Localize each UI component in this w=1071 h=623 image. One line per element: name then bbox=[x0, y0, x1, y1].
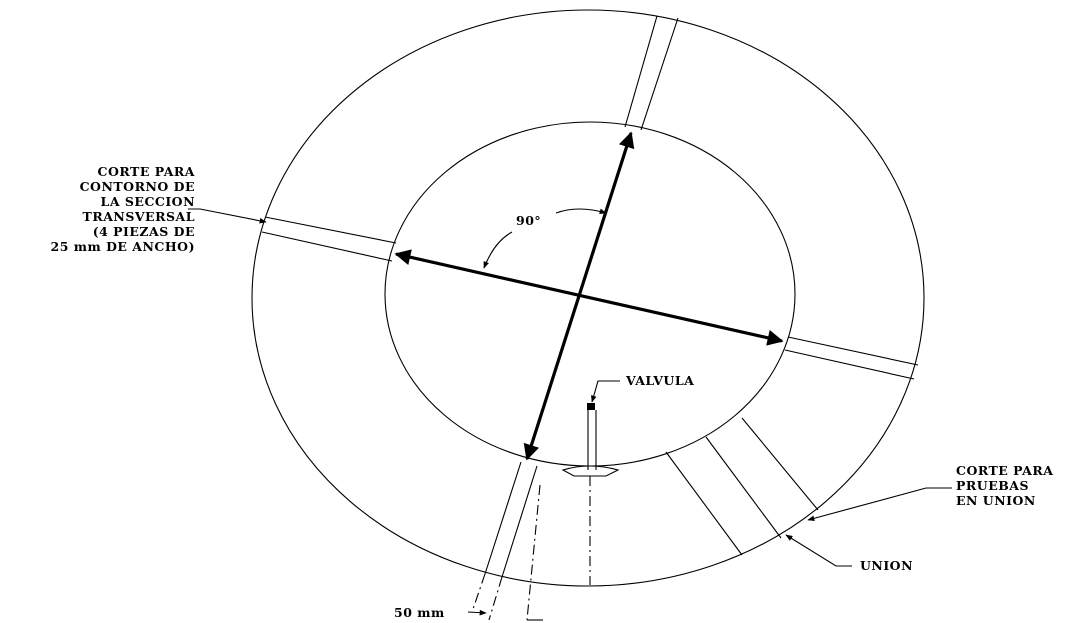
note-line-6: 25 mm DE ANCHO) bbox=[51, 239, 195, 254]
union-test-cut-lines bbox=[665, 417, 819, 556]
union-note-line-1: CORTE PARA bbox=[956, 463, 1053, 478]
horizontal-diameter-arrow bbox=[394, 249, 784, 346]
note-line-1: CORTE PARA bbox=[98, 164, 195, 179]
valve-leader bbox=[591, 380, 620, 403]
note-line-5: (4 PIEZAS DE bbox=[93, 224, 195, 239]
union-leader bbox=[785, 534, 852, 567]
inner-tire-contour bbox=[384, 121, 796, 467]
note-line-2: CONTORNO DE bbox=[80, 179, 195, 194]
width-extension-mid bbox=[526, 484, 541, 621]
top-cut-strip bbox=[624, 15, 679, 131]
union-test-cut-leader bbox=[807, 487, 952, 522]
left-cut-strip bbox=[261, 216, 397, 262]
width-label: 50 mm bbox=[394, 605, 445, 620]
union-note-line-2: PRUEBAS bbox=[956, 478, 1029, 493]
note-line-3: LA SECCION bbox=[101, 194, 195, 209]
union-test-cut-note: CORTE PARA PRUEBAS EN UNION bbox=[956, 463, 1053, 508]
width-extension-left bbox=[471, 573, 486, 613]
cross-section-cut-leader bbox=[188, 208, 267, 224]
union-note-line-3: EN UNION bbox=[956, 493, 1036, 508]
valve-label: VALVULA bbox=[625, 373, 694, 388]
width-dimension-arrow bbox=[467, 609, 487, 616]
note-line-4: TRANSVERSAL bbox=[83, 209, 195, 224]
bottom-cut-strip bbox=[484, 461, 538, 578]
union-label: UNION bbox=[860, 558, 913, 573]
outer-tire-contour bbox=[251, 9, 925, 587]
angle-leader-right bbox=[555, 208, 607, 214]
right-cut-strip bbox=[784, 336, 919, 380]
width-extension-right bbox=[488, 576, 503, 621]
cross-section-cut-note: CORTE PARA CONTORNO DE LA SECCION TRANSV… bbox=[51, 164, 195, 254]
angle-leader-left bbox=[483, 231, 513, 269]
angle-label: 90° bbox=[516, 213, 541, 228]
